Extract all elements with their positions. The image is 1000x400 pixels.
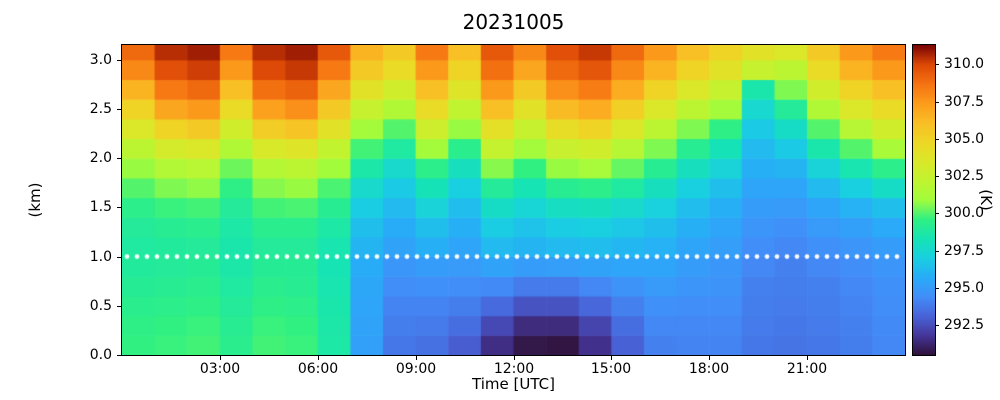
y-axis-label: (km) bbox=[26, 182, 44, 218]
x-tick-label: 21:00 bbox=[786, 361, 828, 377]
colorbar-tick-mark bbox=[935, 102, 939, 103]
x-tick-label: 15:00 bbox=[590, 361, 632, 377]
x-tick-label: 06:00 bbox=[297, 361, 339, 377]
x-tick-label: 09:00 bbox=[395, 361, 437, 377]
colorbar-tick-mark bbox=[935, 64, 939, 65]
colorbar-canvas bbox=[912, 44, 936, 356]
x-axis-label: Time [UTC] bbox=[472, 375, 555, 393]
colorbar-tick-label: 307.5 bbox=[944, 94, 985, 110]
x-tick-mark bbox=[416, 356, 417, 360]
y-tick-mark bbox=[117, 306, 121, 307]
colorbar-tick-label: 305.0 bbox=[944, 131, 985, 147]
colorbar-tick-mark bbox=[935, 139, 939, 140]
x-tick-mark bbox=[318, 356, 319, 360]
colorbar-tick-mark bbox=[935, 325, 939, 326]
y-tick-label: 0.5 bbox=[89, 298, 112, 314]
y-tick-label: 2.0 bbox=[89, 150, 112, 166]
colorbar-label: (K) bbox=[977, 189, 995, 211]
y-tick-label: 1.0 bbox=[89, 249, 112, 265]
y-tick-mark bbox=[117, 60, 121, 61]
y-tick-mark bbox=[117, 109, 121, 110]
chart-title: 20231005 bbox=[462, 10, 565, 34]
colorbar-tick-mark bbox=[935, 176, 939, 177]
colorbar-tick-label: 292.5 bbox=[944, 317, 985, 333]
heatmap-canvas bbox=[121, 44, 906, 356]
colorbar-tick-label: 297.5 bbox=[944, 243, 985, 259]
x-tick-label: 12:00 bbox=[493, 361, 535, 377]
y-tick-label: 0.0 bbox=[89, 347, 112, 363]
x-tick-mark bbox=[611, 356, 612, 360]
colorbar-tick-label: 302.5 bbox=[944, 168, 985, 184]
x-tick-mark bbox=[807, 356, 808, 360]
x-tick-mark bbox=[514, 356, 515, 360]
y-tick-mark bbox=[117, 158, 121, 159]
colorbar-tick-mark bbox=[935, 213, 939, 214]
y-tick-mark bbox=[117, 257, 121, 258]
y-tick-mark bbox=[117, 207, 121, 208]
y-tick-label: 2.5 bbox=[89, 101, 112, 117]
colorbar-tick-label: 300.0 bbox=[944, 205, 985, 221]
colorbar-tick-mark bbox=[935, 251, 939, 252]
x-tick-mark bbox=[220, 356, 221, 360]
y-tick-label: 3.0 bbox=[89, 52, 112, 68]
colorbar-tick-label: 295.0 bbox=[944, 280, 985, 296]
colorbar-tick-label: 310.0 bbox=[944, 56, 985, 72]
colorbar-tick-mark bbox=[935, 288, 939, 289]
y-tick-mark bbox=[117, 355, 121, 356]
x-tick-label: 18:00 bbox=[688, 361, 730, 377]
x-tick-mark bbox=[709, 356, 710, 360]
x-tick-label: 03:00 bbox=[199, 361, 241, 377]
y-tick-label: 1.5 bbox=[89, 199, 112, 215]
